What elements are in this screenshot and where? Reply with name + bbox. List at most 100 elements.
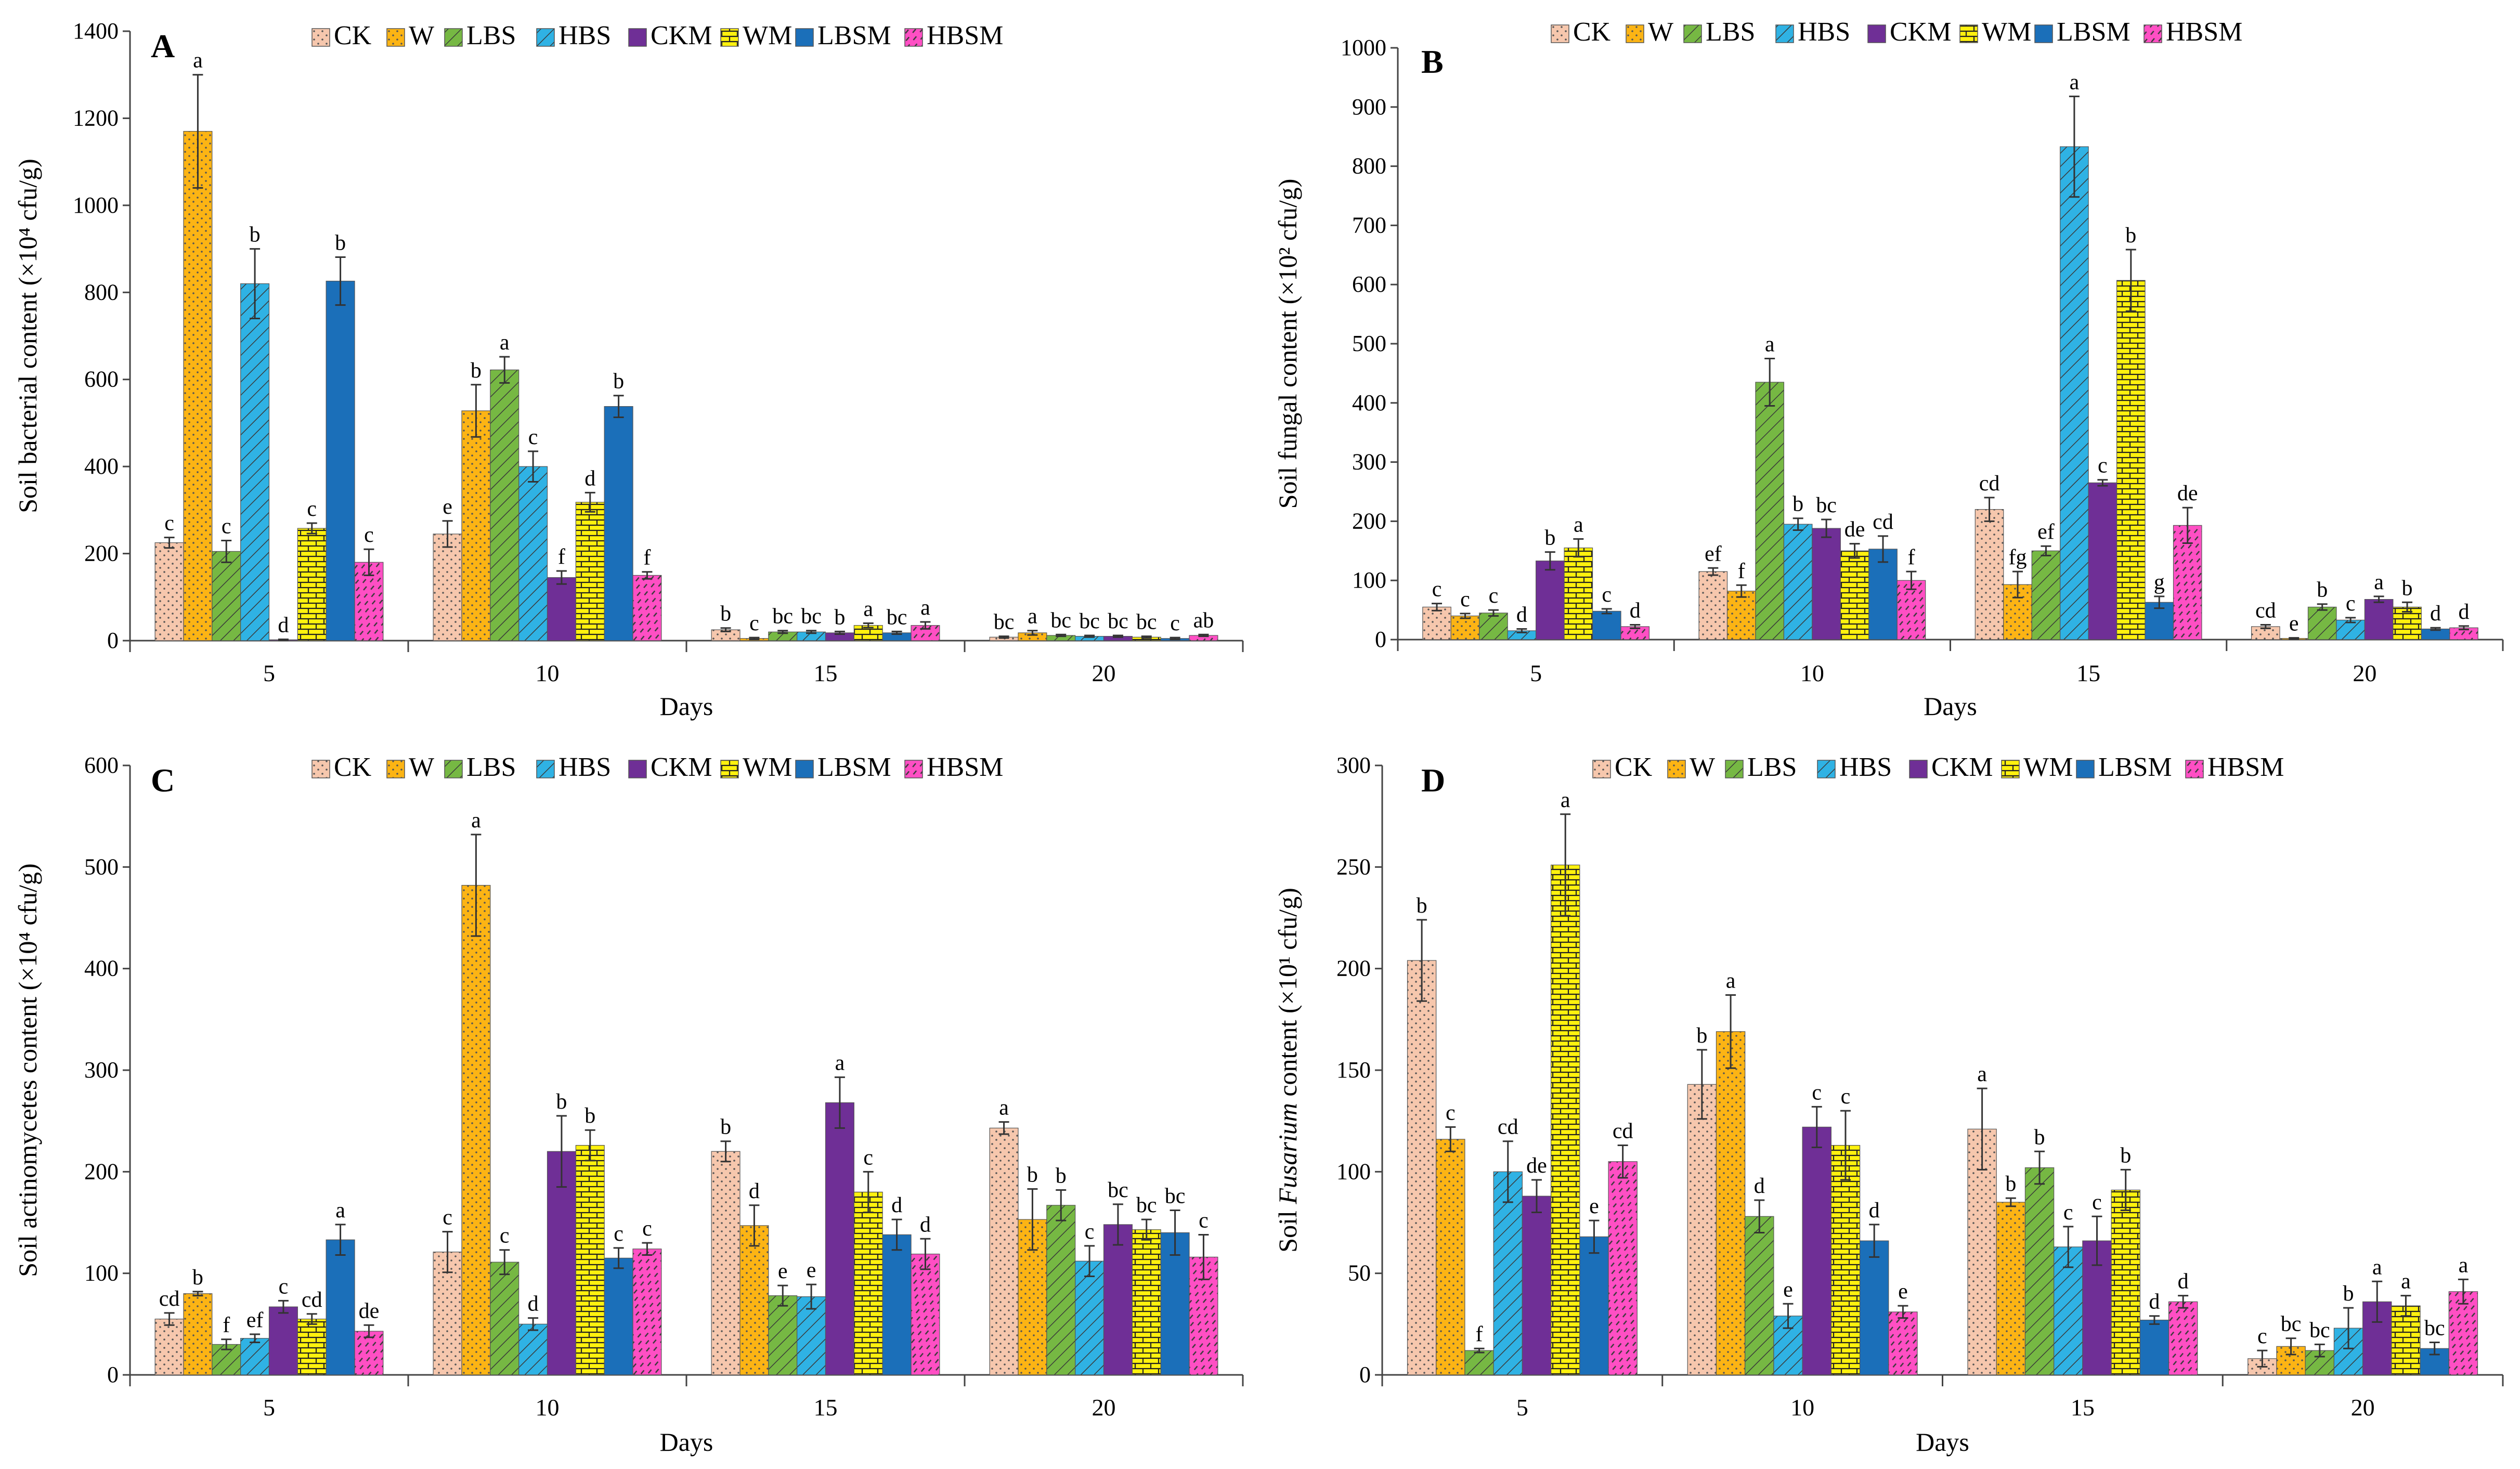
panel-c-letter: C <box>151 762 175 799</box>
bar-lbs <box>1046 1205 1076 1375</box>
bar-wm <box>853 1191 883 1375</box>
y-tick-label: 400 <box>84 956 119 981</box>
y-tick-label: 100 <box>1352 567 1386 593</box>
significance-label: ef <box>1705 542 1722 566</box>
x-tick-label: 15 <box>2071 1394 2095 1421</box>
bar-ck <box>154 1318 184 1375</box>
bar-w <box>461 410 491 641</box>
significance-label: a <box>2070 70 2080 94</box>
significance-label: b <box>584 1104 595 1128</box>
y-tick-label: 400 <box>1352 390 1386 415</box>
significance-label: de <box>1844 518 1865 542</box>
y-axis-label: Soil fungal content (×10² cfu/g) <box>1273 179 1302 509</box>
significance-label: c <box>222 514 231 538</box>
bar-lbsm <box>1160 1232 1190 1375</box>
bar-lbs <box>1745 1216 1774 1375</box>
significance-label: d <box>920 1213 931 1237</box>
y-tick-label: 700 <box>1352 212 1386 238</box>
bar-hbsm <box>632 575 662 641</box>
bar-ck <box>989 1127 1019 1375</box>
legend: CK W LBS HBS CKM WM LBSM HBSM <box>311 752 1003 782</box>
y-tick-label: 200 <box>84 1159 119 1184</box>
bar-hbsm <box>1897 580 1926 640</box>
y-axis-label: Soil bacterial content (×10⁴ cfu/g) <box>13 159 42 513</box>
y-tick-label: 300 <box>1352 449 1386 475</box>
bar-hbs <box>1075 1260 1105 1375</box>
significance-label: b <box>1056 1164 1067 1188</box>
significance-label: c <box>364 523 374 547</box>
bar-lbsm <box>326 280 355 641</box>
y-tick-label: 0 <box>107 628 119 653</box>
significance-label: bc <box>1108 609 1128 633</box>
bar-wm <box>1840 550 1869 640</box>
y-tick-label: 400 <box>84 453 119 479</box>
legend-swatch-hbs <box>536 28 555 47</box>
bar-w <box>183 1293 213 1375</box>
significance-label: ab <box>1193 608 1214 632</box>
legend-swatch-wm <box>720 28 739 47</box>
significance-label: bc <box>1079 609 1100 633</box>
legend-label-hbsm: HBSM <box>2166 17 2242 47</box>
significance-label: b <box>720 602 731 626</box>
legend-label-ck: CK <box>1573 17 1611 47</box>
bar-ckm <box>1812 528 1841 640</box>
bar-w <box>1996 1202 2026 1375</box>
significance-label: cd <box>1979 472 2000 496</box>
bar-wm <box>1132 1229 1161 1375</box>
significance-label: b <box>1417 894 1427 918</box>
bar-w <box>739 1225 769 1375</box>
bar-lbs <box>768 1295 798 1375</box>
significance-label: c <box>1432 578 1442 602</box>
significance-label: a <box>2374 570 2384 594</box>
significance-label: bc <box>1050 608 1071 632</box>
bar-ck <box>154 542 184 641</box>
significance-label: d <box>2149 1290 2160 1314</box>
bar-ck <box>1687 1084 1717 1375</box>
x-tick-label: 15 <box>2076 660 2100 686</box>
panel-a-letter: A <box>151 28 175 64</box>
bar-w <box>1726 591 1756 640</box>
bar-lbsm <box>1592 610 1621 640</box>
bar-ckm <box>1522 1195 1552 1375</box>
bar-hbs <box>1773 1316 1803 1375</box>
significance-label: d <box>1630 599 1641 623</box>
significance-label: d <box>749 1179 760 1203</box>
legend-label-hbsm: HBSM <box>927 752 1003 782</box>
significance-label: d <box>1754 1174 1765 1198</box>
panel-a-chart: A 0 200 400 600 800 1000 1200 1400 5 10 15 20 Days So… <box>13 18 1244 721</box>
significance-label: e <box>778 1259 788 1283</box>
significance-label: c <box>1446 1101 1456 1125</box>
y-tick-label: 200 <box>1336 956 1371 981</box>
bar-ckm <box>1802 1126 1831 1375</box>
significance-label: b <box>2120 1143 2131 1167</box>
bar-hbs <box>240 283 270 641</box>
significance-label: d <box>1869 1199 1880 1223</box>
significance-label: b <box>335 231 346 255</box>
bar-hbs <box>2060 146 2089 640</box>
bar-ckm <box>1536 561 1565 640</box>
significance-label: d <box>278 613 289 637</box>
y-tick-label: 200 <box>1352 508 1386 534</box>
legend-swatch-ckm <box>1909 760 1928 778</box>
y-tick-label: 1000 <box>73 192 119 218</box>
legend: CK W LBS HBS CKM WM LBSM HBSM <box>1551 17 2242 47</box>
bar-ckm <box>825 1102 854 1375</box>
legend-label-lbs: LBS <box>1747 752 1797 782</box>
significance-label: b <box>2343 1282 2354 1306</box>
legend-label-hbs: HBS <box>1798 17 1850 47</box>
significance-label: a <box>2372 1255 2382 1279</box>
bar-hbs <box>797 1296 826 1375</box>
significance-label: b <box>1544 526 1555 550</box>
significance-label: a <box>1574 513 1583 537</box>
significance-label: b <box>2005 1172 2016 1196</box>
legend-swatch-wm <box>2001 760 2020 778</box>
legend-label-w: W <box>1648 17 1673 47</box>
significance-label: f <box>1476 1322 1483 1346</box>
significance-label: de <box>1526 1154 1547 1178</box>
y-tick-label: 800 <box>1352 153 1386 179</box>
bar-ck <box>1698 571 1728 640</box>
bar-hbsm <box>2448 1291 2478 1375</box>
bar-lbsm <box>604 1257 633 1375</box>
significance-label: c <box>2346 592 2356 616</box>
